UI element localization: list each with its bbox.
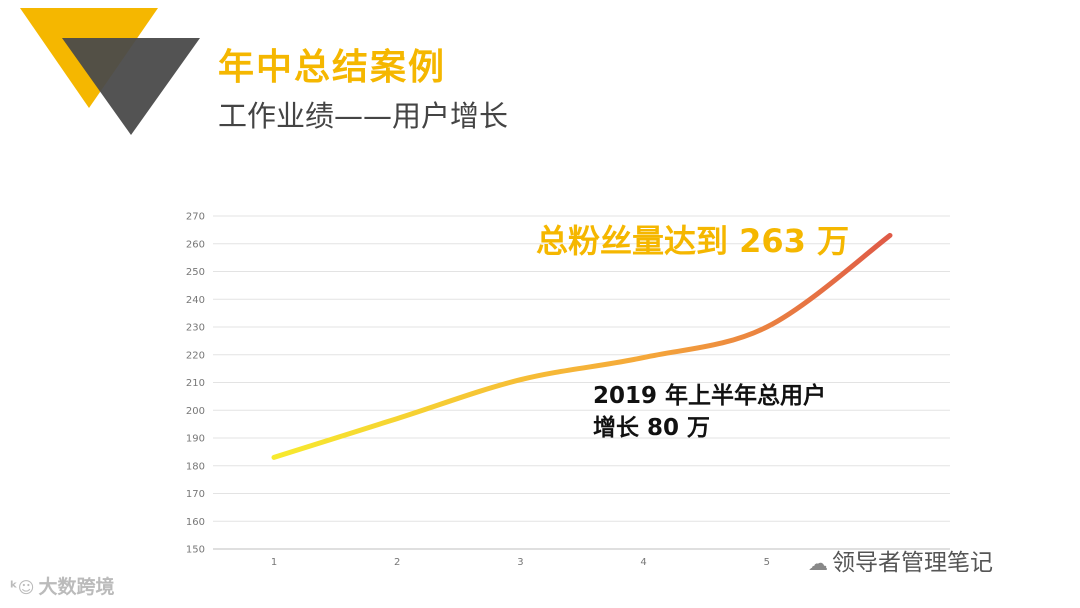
y-tick-label: 160 [186,517,205,528]
x-tick-label: 5 [764,557,770,568]
y-tick-label: 170 [186,489,205,500]
x-tick-label: 4 [640,557,646,568]
y-tick-label: 230 [186,323,205,334]
page-subtitle: 工作业绩——用户增长 [218,99,509,133]
y-tick-label: 270 [186,212,205,223]
y-tick-label: 240 [186,295,205,306]
y-tick-label: 260 [186,239,205,250]
y-tick-label: 200 [186,406,205,417]
wechat-icon: ☁ [808,551,828,575]
watermark-right-text: 领导者管理笔记 [832,550,993,576]
watermark-right: ☁ 领导者管理笔记 [808,543,993,577]
x-tick-label: 2 [394,557,400,568]
series-line [271,232,893,460]
y-tick-label: 250 [186,267,205,278]
y-tick-label: 150 [186,545,205,556]
growth-note-line2: 增长 80 万 [593,415,711,441]
dark-triangle [62,38,200,135]
kuajing-logo-icon: ᵏ☺ [10,578,35,597]
x-tick-label: 3 [517,557,523,568]
growth-note-annotation: 2019 年上半年总用户 增长 80 万 [593,380,826,444]
y-tick-label: 190 [186,434,205,445]
page-title: 年中总结案例 [218,47,447,88]
total-fans-annotation: 总粉丝量达到 263 万 [536,222,850,260]
watermark-left-text: 大数跨境 [38,576,115,598]
growth-note-line1: 2019 年上半年总用户 [593,383,827,409]
corner-triangles-decoration [20,8,200,135]
x-tick-label: 1 [271,557,277,568]
y-tick-label: 180 [186,461,205,472]
y-tick-label: 210 [186,378,205,389]
watermark-left: ᵏ☺ 大数跨境 [10,572,115,599]
y-tick-label: 220 [186,350,205,361]
